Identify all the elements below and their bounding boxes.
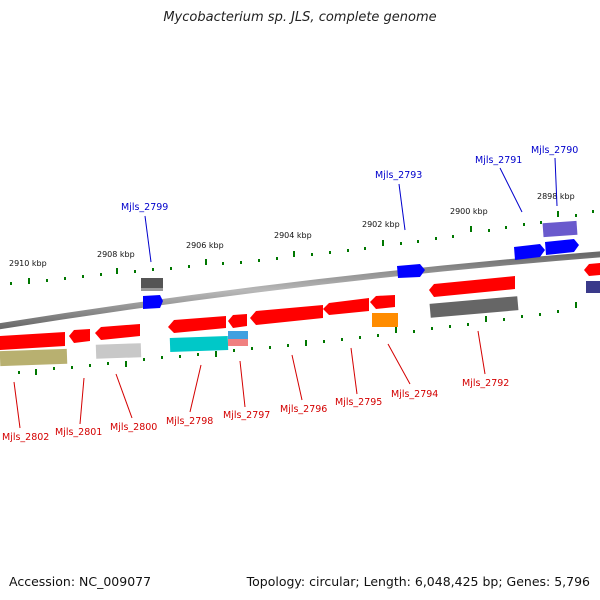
scale-label-2904: 2904 kbp xyxy=(274,231,312,240)
scale-label-2902: 2902 kbp xyxy=(362,220,400,229)
gene-feature-Mjls_2797-pink[interactable] xyxy=(228,339,248,346)
gene-arrow-Mjls_2790[interactable] xyxy=(545,239,579,255)
gene-arrow-Mjls_2801[interactable] xyxy=(69,329,90,343)
top-scale-ticks xyxy=(10,210,594,285)
gene-feature-Mjls_2797-teal[interactable] xyxy=(228,331,248,339)
gene-label-Mjls_2792[interactable]: Mjls_2792 xyxy=(462,378,509,389)
gene-arrow-Mjls_2791[interactable] xyxy=(514,244,545,260)
genome-backbone xyxy=(0,251,600,330)
gene-arrow-Mjls_2798[interactable] xyxy=(168,316,226,333)
scale-label-2908: 2908 kbp xyxy=(97,250,135,259)
genome-title: Mycobacterium sp. JLS, complete genome xyxy=(163,10,437,25)
accession-text: Accession: NC_009077 xyxy=(9,574,152,589)
gene-label-Mjls_2797[interactable]: Mjls_2797 xyxy=(223,410,270,421)
gene-arrow-Mjls_2802[interactable] xyxy=(0,332,65,350)
gene-arrow-Mjls_2800[interactable] xyxy=(95,324,140,340)
gene-arrow-Mjls_2799[interactable] xyxy=(143,295,163,309)
gene-label-Mjls_2793[interactable]: Mjls_2793 xyxy=(375,170,422,181)
gene-arrow-edge[interactable] xyxy=(584,263,600,276)
forward-genes xyxy=(141,220,600,309)
gene-feature-Mjls_2790-violet[interactable] xyxy=(542,220,578,238)
gene-feature-Mjls_2798-cyan[interactable] xyxy=(169,335,229,353)
leader-lines xyxy=(13,157,558,429)
gene-arrow-Mjls_2794[interactable] xyxy=(370,295,395,309)
gene-arrow-Mjls_2793[interactable] xyxy=(397,264,425,278)
gene-label-Mjls_2794[interactable]: Mjls_2794 xyxy=(391,389,438,400)
gene-feature-Mjls_2794-orange[interactable] xyxy=(372,313,398,327)
bottom-scale-ticks xyxy=(18,302,577,375)
gene-arrow-Mjls_2797[interactable] xyxy=(228,314,247,328)
gene-label-Mjls_2799[interactable]: Mjls_2799 xyxy=(121,202,168,213)
gene-feature-Mjls_2799-gray[interactable] xyxy=(141,278,163,291)
reverse-genes xyxy=(0,263,600,367)
gene-label-Mjls_2791[interactable]: Mjls_2791 xyxy=(475,155,522,166)
gene-label-Mjls_2798[interactable]: Mjls_2798 xyxy=(166,416,213,427)
genome-summary-text: Topology: circular; Length: 6,048,425 bp… xyxy=(246,574,590,589)
gene-label-Mjls_2801[interactable]: Mjls_2801 xyxy=(55,427,102,438)
scale-label-2910: 2910 kbp xyxy=(9,259,47,268)
gene-feature-Mjls_2800-gray[interactable] xyxy=(95,343,142,359)
gene-arrow-Mjls_2795[interactable] xyxy=(323,298,369,315)
gene-arrow-Mjls_2792[interactable] xyxy=(429,276,515,297)
scale-label-2898: 2898 kbp xyxy=(537,192,575,201)
gene-label-Mjls_2800[interactable]: Mjls_2800 xyxy=(110,422,157,433)
gene-label-Mjls_2796[interactable]: Mjls_2796 xyxy=(280,404,327,415)
gene-arrow-Mjls_2796[interactable] xyxy=(250,305,323,325)
scale-label-2906: 2906 kbp xyxy=(186,241,224,250)
gene-label-Mjls_2795[interactable]: Mjls_2795 xyxy=(335,397,382,408)
gene-label-Mjls_2790[interactable]: Mjls_2790 xyxy=(531,145,578,156)
gene-feature-Mjls_2802-olive[interactable] xyxy=(0,348,68,367)
gene-label-Mjls_2802[interactable]: Mjls_2802 xyxy=(2,432,49,443)
gene-feature-Mjls_2792-gray[interactable] xyxy=(429,296,519,318)
scale-label-2900: 2900 kbp xyxy=(450,207,488,216)
